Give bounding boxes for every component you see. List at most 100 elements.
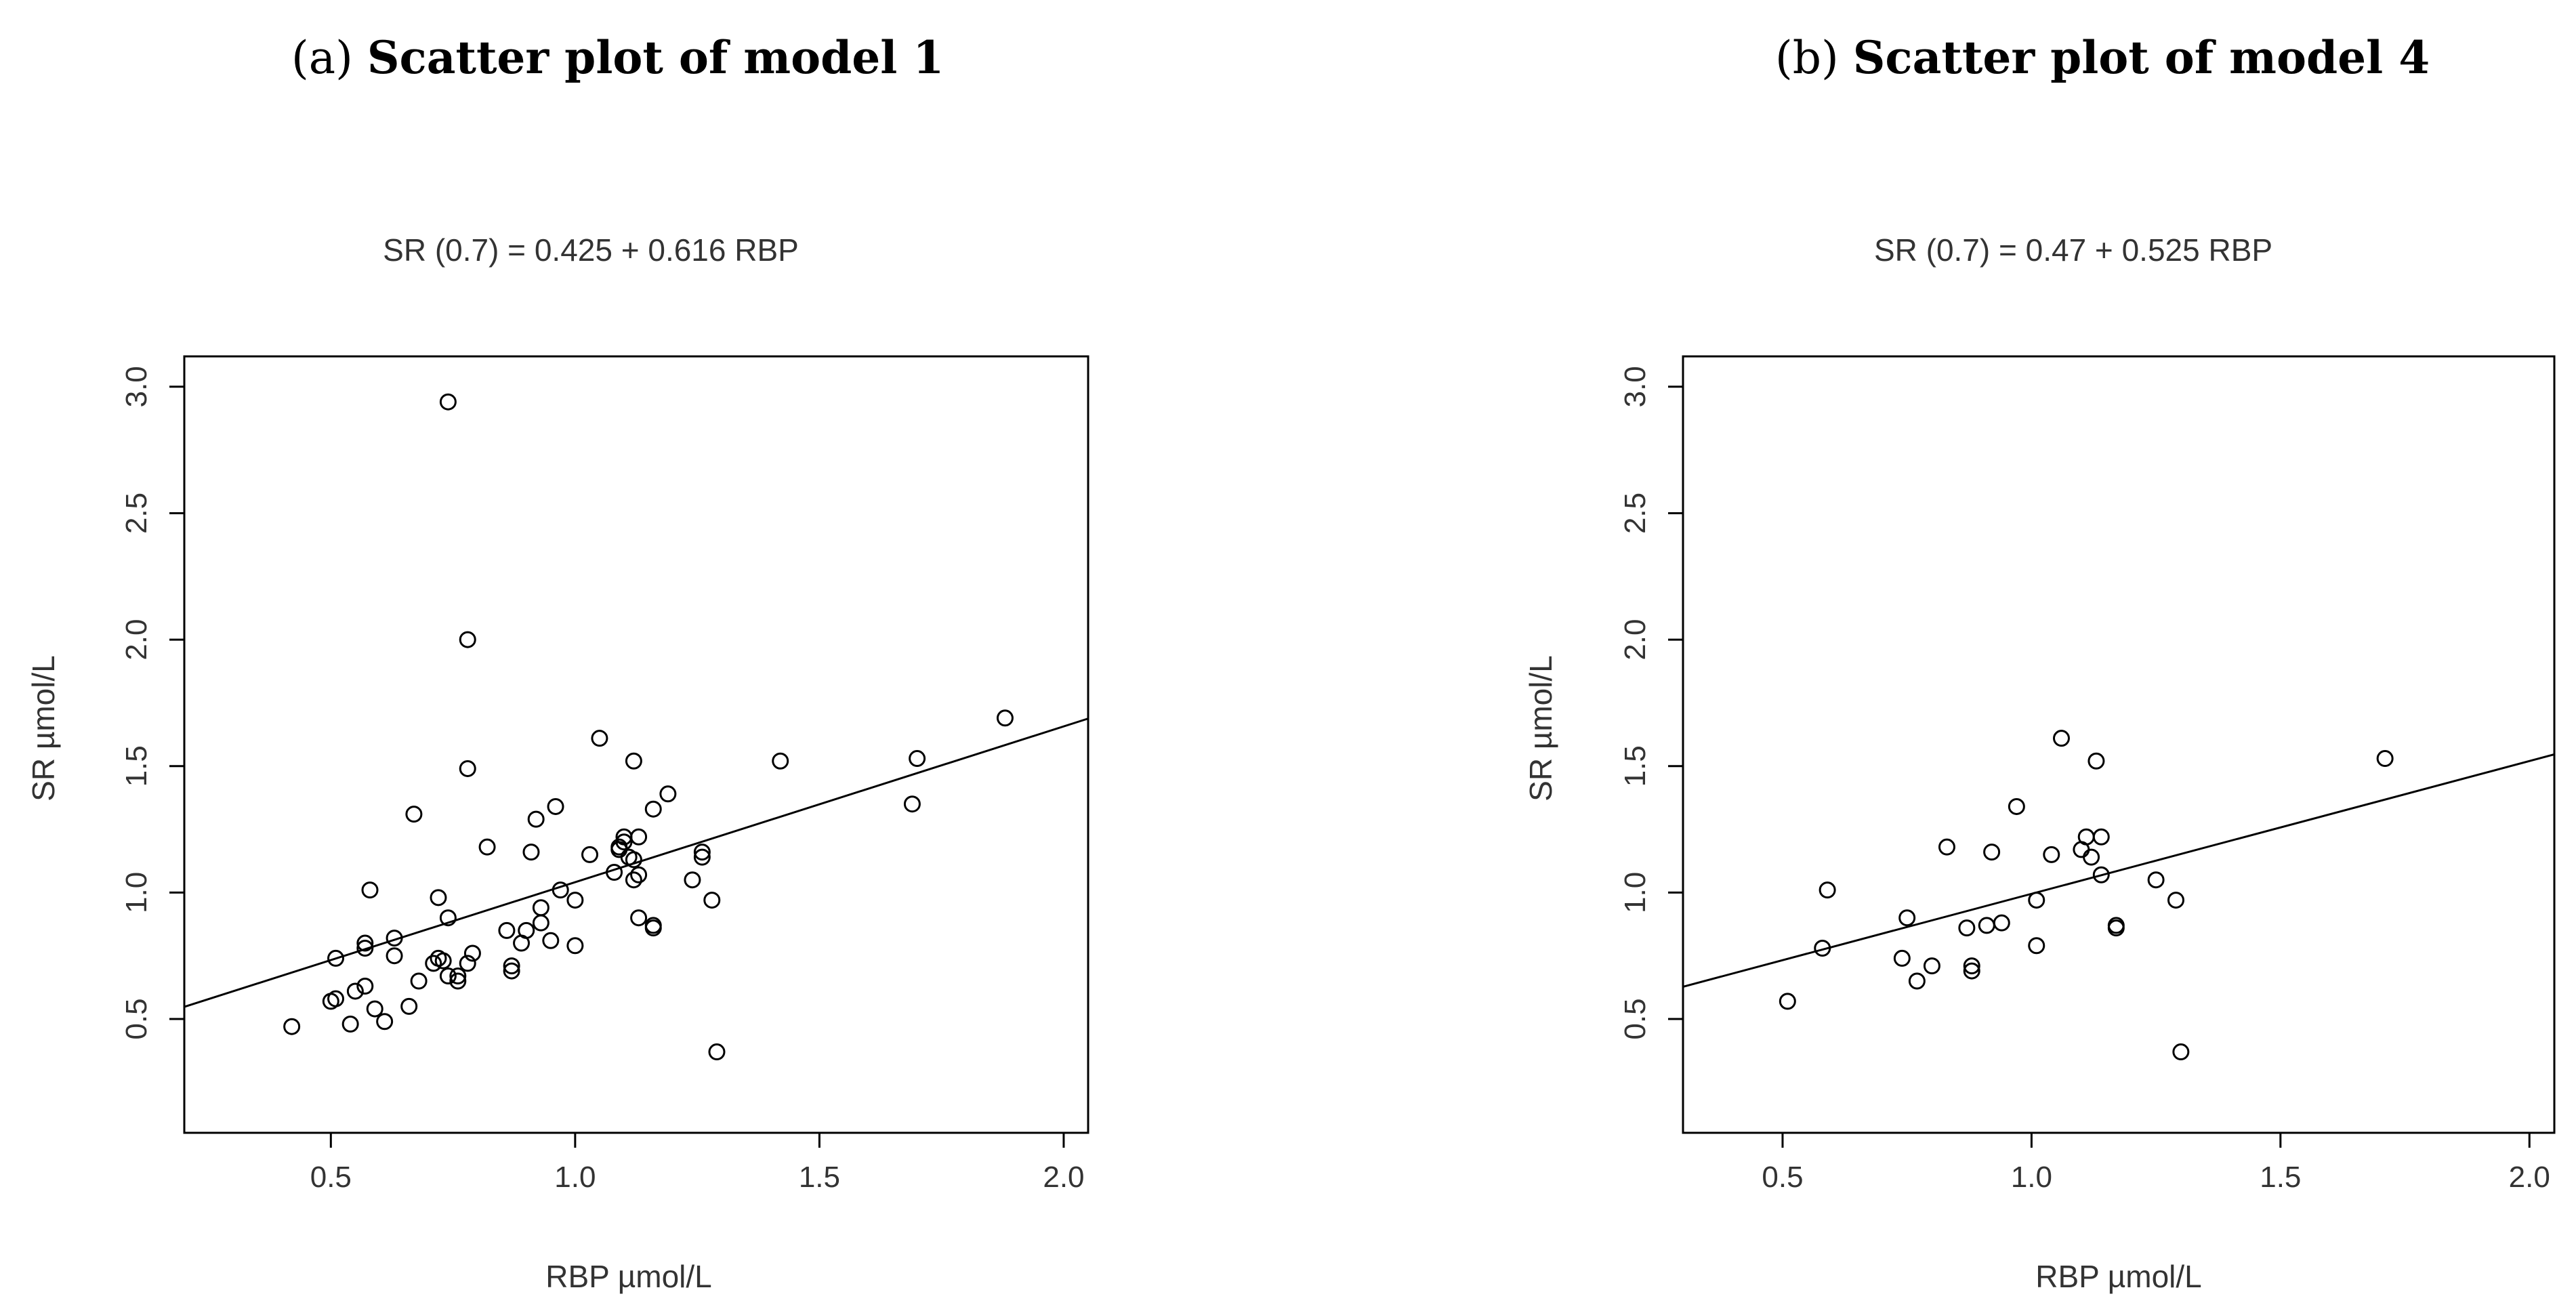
x-axis-label: RBP µmol/L (2035, 1259, 2202, 1294)
data-point (386, 930, 403, 947)
data-point (522, 844, 540, 861)
data-point (903, 795, 921, 813)
data-point (1978, 917, 1995, 934)
data-point (610, 838, 628, 856)
data-point (532, 914, 549, 932)
data-point (2077, 828, 2095, 846)
x-tick-label: 2.0 (2509, 1161, 2550, 1194)
y-tick-label: 0.5 (1619, 998, 1652, 1039)
data-point (2147, 871, 2165, 889)
data-point (1908, 972, 1926, 990)
chart-title: SR (0.7) = 0.47 + 0.525 RBP (1874, 232, 2272, 268)
panel-b-label: (b) (1775, 32, 1839, 84)
data-point (2107, 917, 2125, 934)
regression-line (184, 717, 1089, 1008)
data-point (1779, 993, 1796, 1010)
data-point (615, 833, 633, 851)
data-point (1893, 949, 1911, 967)
data-point (2167, 892, 2185, 909)
panel-b-title: (b) Scatter plot of model 4 (1775, 27, 2430, 88)
data-point (684, 871, 701, 889)
data-point (644, 917, 662, 934)
data-point (366, 1000, 383, 1018)
data-point (606, 864, 623, 881)
data-point (581, 846, 598, 863)
data-point (463, 944, 481, 962)
y-tick-label: 3.0 (120, 366, 153, 407)
data-point (439, 967, 457, 985)
panel-a-label: (a) (291, 32, 353, 84)
data-point (566, 937, 584, 955)
data-point (693, 848, 711, 866)
y-tick-label: 1.0 (1619, 872, 1652, 913)
data-point (630, 828, 648, 846)
data-point (1958, 919, 1976, 937)
data-point (2087, 752, 2105, 770)
data-point (909, 750, 926, 768)
chart-panel-2: SR (0.7) = 0.47 + 0.525 RBP 0.5 1.0 1.5 2.0 0… (1523, 232, 2556, 1294)
data-point (425, 955, 442, 972)
panel-b-heading: Scatter plot of model 4 (1852, 31, 2430, 84)
data-point (2028, 937, 2045, 955)
y-tick-label: 2.5 (1619, 493, 1652, 534)
data-point (2083, 848, 2100, 866)
y-tick-label: 2.0 (1619, 619, 1652, 660)
data-point (2092, 866, 2110, 883)
data-point (283, 1018, 301, 1035)
x-tick-label: 0.5 (1762, 1161, 1803, 1194)
data-point (2092, 828, 2110, 846)
data-point (591, 730, 608, 747)
data-point (1814, 939, 1831, 957)
data-point (327, 949, 345, 967)
data-point (503, 957, 520, 975)
x-tick-label: 1.0 (554, 1161, 596, 1194)
data-point (772, 752, 789, 770)
data-point (2028, 892, 2045, 909)
data-point (542, 932, 560, 949)
data-point (625, 851, 642, 869)
data-point (356, 939, 374, 957)
data-point (356, 977, 374, 995)
data-point (1963, 962, 1980, 980)
x-tick-label: 0.5 (310, 1161, 352, 1194)
regression-line (1682, 753, 2555, 988)
panel-a-title: (a) Scatter plot of model 1 (291, 27, 944, 88)
x-tick-label: 1.0 (2011, 1161, 2052, 1194)
data-point (439, 909, 457, 927)
data-point (498, 921, 516, 939)
data-point (449, 972, 467, 990)
data-point (532, 899, 549, 917)
x-axis-label: RBP µmol/L (545, 1259, 712, 1294)
data-point (2376, 750, 2394, 768)
y-tick-label: 1.5 (120, 745, 153, 787)
data-point (459, 631, 476, 648)
data-point (1819, 881, 1836, 899)
data-point (552, 881, 569, 899)
y-axis-label: SR µmol/L (1523, 655, 1558, 802)
data-point (459, 759, 476, 777)
data-point (2008, 797, 2025, 815)
data-point (361, 881, 379, 899)
data-point (478, 838, 496, 856)
plot-frame (1682, 355, 2556, 1134)
y-tick-label: 2.5 (120, 493, 153, 534)
data-point (356, 934, 374, 952)
data-point (566, 892, 584, 909)
x-tick-label: 2.0 (1043, 1161, 1084, 1194)
y-axis-label: SR µmol/L (26, 655, 61, 802)
data-point (644, 800, 662, 818)
data-point (459, 955, 476, 972)
data-point (625, 871, 642, 889)
data-point (2172, 1043, 2190, 1061)
data-point (327, 990, 345, 1007)
data-point (1963, 957, 1980, 975)
y-tick-label: 0.5 (120, 998, 153, 1039)
plot-frame (183, 355, 1089, 1134)
data-point (400, 997, 418, 1015)
data-point (2052, 730, 2070, 747)
data-point (708, 1043, 726, 1061)
data-point (439, 393, 457, 411)
data-point (630, 866, 648, 883)
chart-title: SR (0.7) = 0.425 + 0.616 RBP (383, 232, 799, 268)
data-point (703, 892, 721, 909)
